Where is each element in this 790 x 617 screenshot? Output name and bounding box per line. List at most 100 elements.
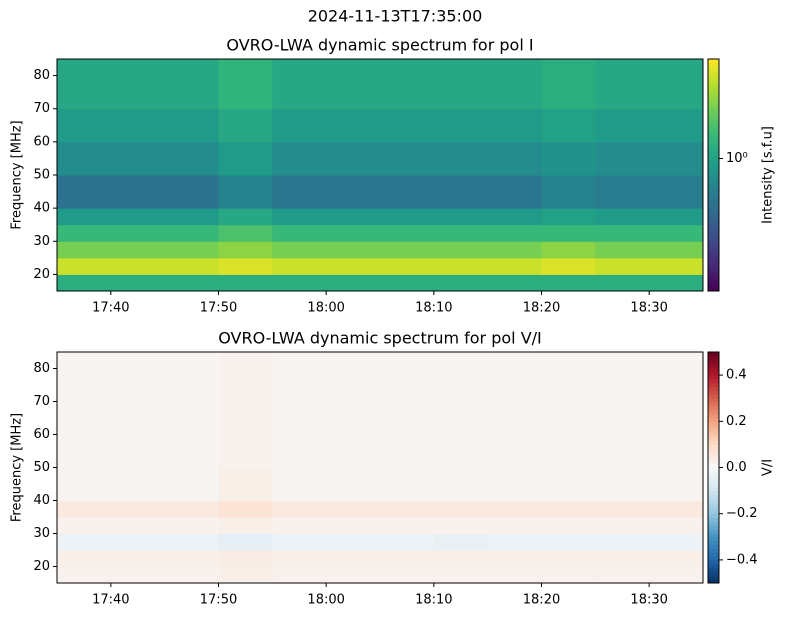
y-tick-label: 20 xyxy=(33,559,50,574)
colorbar-segment xyxy=(708,382,719,388)
x-tick-label: 18:00 xyxy=(307,593,344,608)
heatmap-cell xyxy=(649,352,704,402)
heatmap-cell xyxy=(487,550,542,567)
colorbar-segment xyxy=(708,479,719,484)
y-tick-label: 20 xyxy=(33,267,50,282)
colorbar-segment xyxy=(708,159,719,164)
heatmap-cell xyxy=(595,241,650,259)
heatmap-cell xyxy=(110,467,166,501)
heatmap-cell xyxy=(57,241,112,259)
colorbar-label: V/I xyxy=(761,459,776,476)
x-tick-label: 17:50 xyxy=(200,301,237,316)
heatmap-cell xyxy=(110,224,166,242)
heatmap-cell xyxy=(326,566,381,584)
colorbar-segment xyxy=(708,575,719,580)
heatmap-cell xyxy=(380,352,435,402)
heatmap-cell xyxy=(433,108,489,143)
heatmap-cell xyxy=(433,241,489,259)
colorbar-segment xyxy=(708,506,719,511)
heatmap-cell xyxy=(218,208,273,226)
colorbar-segment xyxy=(708,378,719,384)
heatmap-cell xyxy=(380,257,435,275)
heatmap-cell xyxy=(433,533,489,551)
heatmap-cell xyxy=(649,108,704,143)
heatmap-cell xyxy=(380,175,435,209)
heatmap-cell xyxy=(487,566,542,584)
colorbar-segment xyxy=(708,178,719,184)
heatmap-cell xyxy=(541,59,596,110)
colorbar-segment xyxy=(708,59,719,64)
colorbar-segment xyxy=(708,209,719,215)
colorbar-segment xyxy=(708,463,719,468)
colorbar-segment xyxy=(708,429,719,434)
heatmap-cell xyxy=(57,352,112,402)
heatmap-cell xyxy=(595,550,650,567)
x-tick-label: 18:00 xyxy=(307,301,344,316)
heatmap-cell xyxy=(649,175,704,209)
heatmap-cell xyxy=(433,352,489,402)
colorbar-segment xyxy=(708,394,719,399)
heatmap-cell xyxy=(272,175,327,209)
heatmap-cell xyxy=(649,434,704,468)
heatmap-cell xyxy=(218,224,273,242)
heatmap-cell xyxy=(595,257,650,275)
x-tick-label: 18:10 xyxy=(415,301,452,316)
colorbar-segment xyxy=(708,363,719,368)
y-tick-label: 30 xyxy=(33,526,50,541)
colorbar-segment xyxy=(708,471,719,476)
heatmap-cell xyxy=(272,401,327,435)
heatmap-cell xyxy=(541,517,596,534)
heatmap-cell xyxy=(164,108,219,143)
heatmap-cell xyxy=(541,224,596,242)
colorbar-segment xyxy=(708,390,719,395)
colorbar-segment xyxy=(708,498,719,503)
colorbar-segment xyxy=(708,355,719,361)
heatmap-cell xyxy=(649,533,704,551)
heatmap-cell xyxy=(487,208,542,226)
heatmap-cell xyxy=(218,401,273,435)
heatmap-cell xyxy=(326,224,381,242)
colorbar-segment xyxy=(708,448,719,453)
heatmap-cell xyxy=(272,224,327,242)
heatmap-cell xyxy=(595,108,650,143)
heatmap-cell xyxy=(326,352,381,402)
x-tick-label: 18:20 xyxy=(523,301,560,316)
heatmap-cell xyxy=(433,467,489,501)
colorbar-segment xyxy=(708,93,719,99)
heatmap-cell xyxy=(380,434,435,468)
colorbar-segment xyxy=(708,375,719,380)
colorbar-segment xyxy=(708,117,719,122)
heatmap-cell xyxy=(272,352,327,402)
colorbar-segment xyxy=(708,579,719,584)
colorbar-segment xyxy=(708,482,719,488)
heatmap-cell xyxy=(487,401,542,435)
suptitle: 2024-11-13T17:35:00 xyxy=(308,7,483,26)
colorbar-segment xyxy=(708,494,719,499)
x-tick-label: 17:50 xyxy=(200,593,237,608)
heatmap-cell xyxy=(541,550,596,567)
colorbar-segment xyxy=(708,413,719,418)
colorbar-segment xyxy=(708,440,719,445)
colorbar-segment xyxy=(708,260,719,265)
colorbar-segment xyxy=(708,455,719,461)
colorbar-segment xyxy=(708,225,719,230)
colorbar-segment xyxy=(708,105,719,110)
heatmap-cell xyxy=(541,108,596,143)
heatmap-cell xyxy=(487,467,542,501)
heatmap-cell xyxy=(649,467,704,501)
colorbar-tick-label: 0.4 xyxy=(726,368,747,383)
heatmap-cell xyxy=(164,224,219,242)
heatmap-cell xyxy=(110,500,166,518)
heatmap-cell xyxy=(110,175,166,209)
heatmap-cell xyxy=(164,141,219,176)
heatmap-cell xyxy=(595,274,650,292)
panel-title: OVRO-LWA dynamic spectrum for pol I xyxy=(226,36,533,55)
colorbar-segment xyxy=(708,567,719,572)
heatmap-cell xyxy=(380,108,435,143)
panel-title: OVRO-LWA dynamic spectrum for pol V/I xyxy=(218,329,542,348)
heatmap-cell xyxy=(487,241,542,259)
heatmap-cell xyxy=(57,517,112,534)
heatmap-cell xyxy=(164,500,219,518)
colorbar-segment xyxy=(708,490,719,495)
heatmap-cell xyxy=(57,434,112,468)
